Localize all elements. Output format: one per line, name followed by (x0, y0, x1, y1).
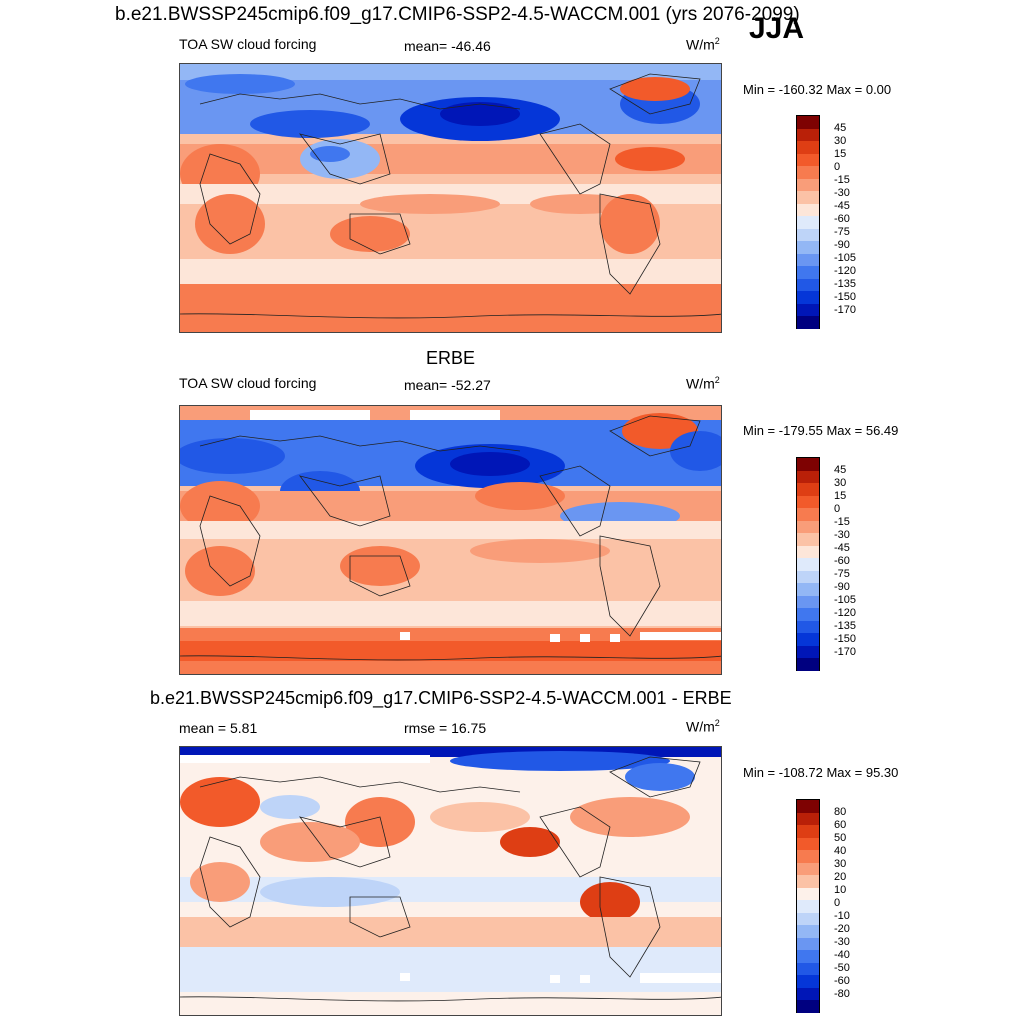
colorbar-tick-label: -120 (834, 265, 857, 277)
colorbar-tick-label: -45 (834, 200, 850, 212)
colorbar-tick-label: 40 (834, 845, 847, 857)
colorbar-tick-label: -60 (834, 555, 850, 567)
colorbar-tick-label: -120 (834, 607, 857, 619)
colorbar-tick-label: -170 (834, 304, 857, 316)
colorbar-tick-label: 0 (834, 161, 841, 173)
colorbar-tick-label: -20 (834, 923, 850, 935)
panel2-heading: ERBE (426, 348, 476, 368)
colorbar-tick-label: 15 (834, 490, 847, 502)
colorbar-tick-label: -75 (834, 568, 850, 580)
colorbar-tick-label: -50 (834, 962, 850, 974)
colorbar-tick-label: 60 (834, 819, 847, 831)
panel1-mean-label: mean= -46.46 (404, 38, 491, 54)
panel2-minmax-label: Min = -179.55 Max = 56.49 (743, 423, 899, 438)
panel3-colorbar (796, 799, 820, 1013)
panel2-units-label: W/m2 (686, 375, 720, 392)
panel1-colorbar (796, 115, 820, 329)
colorbar-tick-label: -30 (834, 936, 850, 948)
colorbar-tick-label: 45 (834, 122, 847, 134)
colorbar-tick-label: -75 (834, 226, 850, 238)
colorbar-tick-label: 45 (834, 464, 847, 476)
colorbar-tick-label: 15 (834, 148, 847, 160)
colorbar-tick-label: -90 (834, 239, 850, 251)
colorbar-tick-label: 30 (834, 135, 847, 147)
colorbar-tick-label: 50 (834, 832, 847, 844)
panel3-map (179, 746, 722, 1016)
panel1-variable-label: TOA SW cloud forcing (179, 36, 317, 52)
panel2-colorbar (796, 457, 820, 671)
colorbar-tick-label: -90 (834, 581, 850, 593)
panel3-rmse-label: rmse = 16.75 (404, 720, 487, 736)
colorbar-tick-label: 80 (834, 806, 847, 818)
panel3-mean-label: mean = 5.81 (179, 720, 258, 736)
colorbar-tick-label: 20 (834, 871, 847, 883)
colorbar-tick-label: -150 (834, 633, 857, 645)
colorbar-tick-label: -80 (834, 988, 850, 1000)
colorbar-tick-label: -45 (834, 542, 850, 554)
colorbar-tick-label: -150 (834, 291, 857, 303)
colorbar-tick-label: -170 (834, 646, 857, 658)
panel2-map (179, 405, 722, 675)
colorbar-tick-label: -105 (834, 252, 857, 264)
colorbar-tick-label: 10 (834, 884, 847, 896)
colorbar-tick-label: 30 (834, 858, 847, 870)
panel1-map (179, 63, 722, 333)
colorbar-tick-label: -60 (834, 975, 850, 987)
panel2-variable-label: TOA SW cloud forcing (179, 375, 317, 391)
colorbar-tick-label: -105 (834, 594, 857, 606)
figure-title: b.e21.BWSSP245cmip6.f09_g17.CMIP6-SSP2-4… (115, 4, 800, 25)
season-label: JJA (749, 12, 805, 45)
panel3-minmax-label: Min = -108.72 Max = 95.30 (743, 765, 899, 780)
colorbar-tick-label: 0 (834, 897, 841, 909)
colorbar-tick-label: -135 (834, 620, 857, 632)
colorbar-tick-label: -30 (834, 529, 850, 541)
colorbar-tick-label: -40 (834, 949, 850, 961)
colorbar-tick-label: -135 (834, 278, 857, 290)
panel3-units-label: W/m2 (686, 718, 720, 735)
colorbar-tick-label: -60 (834, 213, 850, 225)
colorbar-tick-label: -10 (834, 910, 850, 922)
panel1-units-label: W/m2 (686, 36, 720, 53)
panel1-minmax-label: Min = -160.32 Max = 0.00 (743, 82, 892, 97)
colorbar-tick-label: -15 (834, 516, 850, 528)
colorbar-tick-label: 30 (834, 477, 847, 489)
colorbar-tick-label: -30 (834, 187, 850, 199)
colorbar-tick-label: -15 (834, 174, 850, 186)
colorbar-tick-label: 0 (834, 503, 841, 515)
panel3-heading: b.e21.BWSSP245cmip6.f09_g17.CMIP6-SSP2-4… (150, 688, 732, 708)
panel2-mean-label: mean= -52.27 (404, 377, 491, 393)
